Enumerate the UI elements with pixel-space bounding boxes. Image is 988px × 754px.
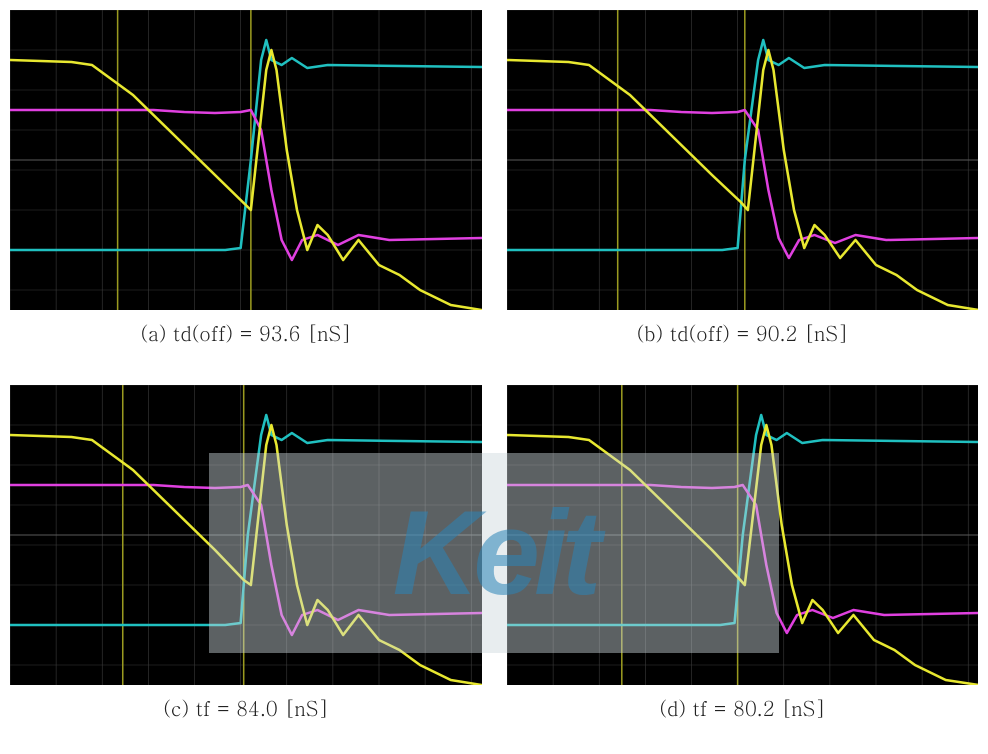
panel-d: (d) tf = 80.2 [nS] bbox=[507, 385, 979, 745]
panel-b: (b) td(off) = 90.2 [nS] bbox=[507, 10, 979, 370]
scope-c bbox=[10, 385, 482, 685]
caption-d: (d) tf = 80.2 [nS] bbox=[659, 693, 825, 722]
figure-grid: (a) td(off) = 93.6 [nS] (b) td(off) = 90… bbox=[10, 10, 978, 744]
scope-b bbox=[507, 10, 979, 310]
caption-b: (b) td(off) = 90.2 [nS] bbox=[637, 318, 848, 347]
scope-d-svg bbox=[507, 385, 979, 685]
caption-c: (c) tf = 84.0 [nS] bbox=[163, 693, 328, 722]
panel-a: (a) td(off) = 93.6 [nS] bbox=[10, 10, 482, 370]
scope-b-svg bbox=[507, 10, 979, 310]
scope-c-svg bbox=[10, 385, 482, 685]
scope-d bbox=[507, 385, 979, 685]
caption-a: (a) td(off) = 93.6 [nS] bbox=[140, 318, 351, 347]
panel-c: (c) tf = 84.0 [nS] bbox=[10, 385, 482, 745]
scope-a bbox=[10, 10, 482, 310]
scope-a-svg bbox=[10, 10, 482, 310]
